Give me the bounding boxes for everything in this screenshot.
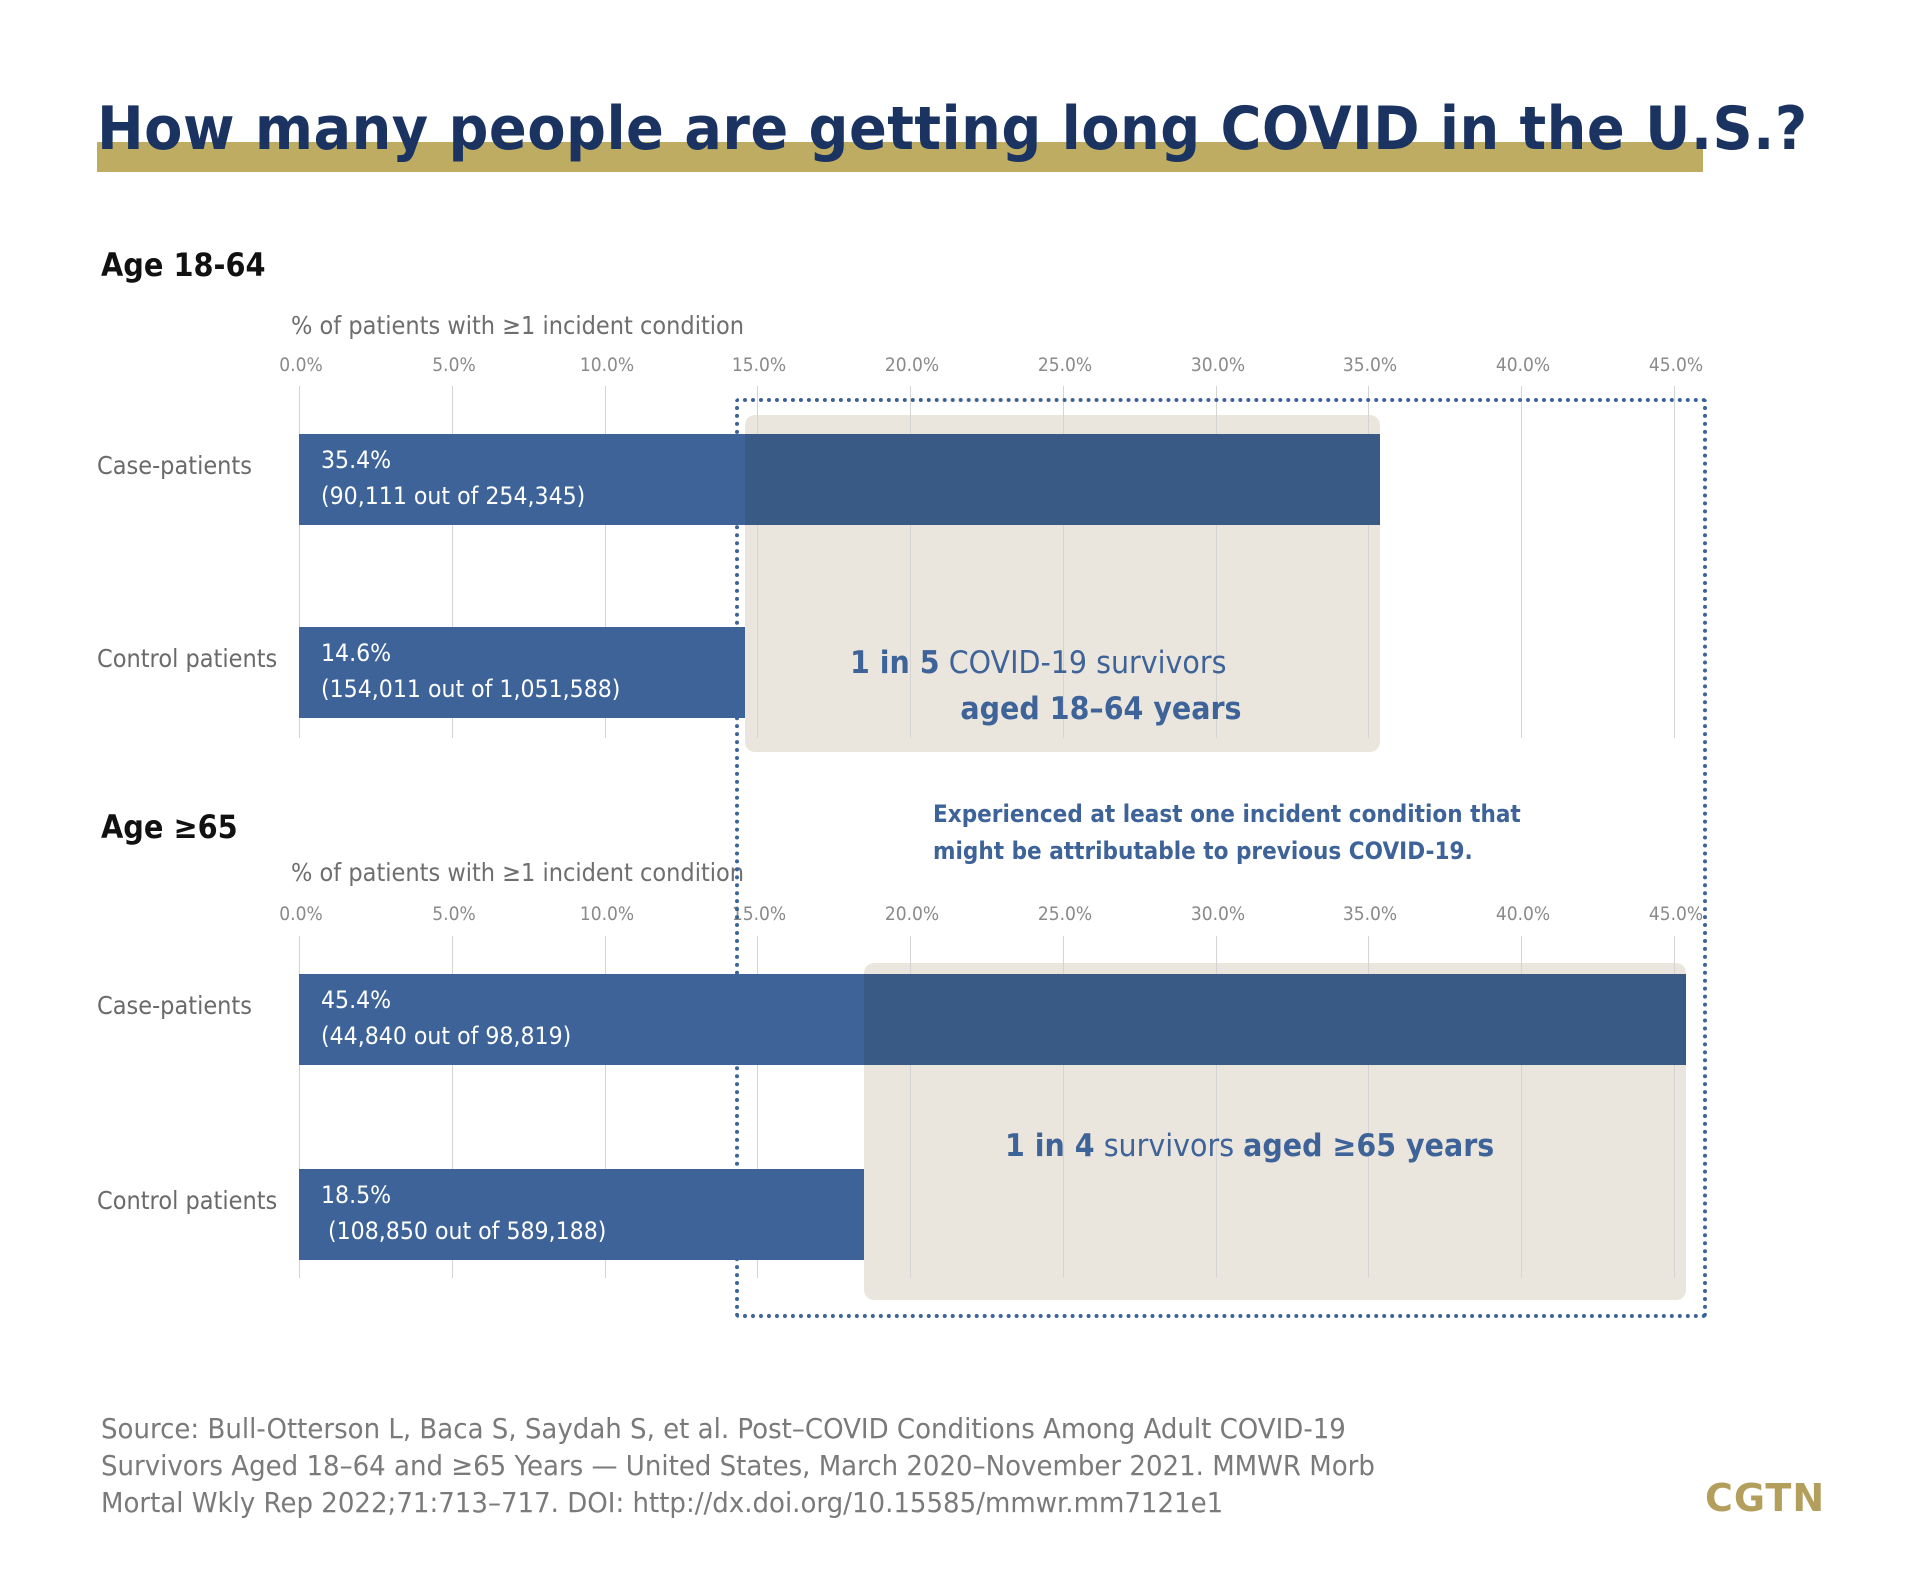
highlight-annotation: 1 in 4 survivors aged ≥65 years	[1005, 1128, 1494, 1164]
gridline	[452, 386, 453, 738]
bar-data-label: 35.4% (90,111 out of 254,345)	[321, 442, 585, 514]
category-label: Control patients	[97, 643, 278, 673]
bar-control-patients	[299, 1169, 865, 1260]
attribution-note: Experienced at least one incident condit…	[933, 796, 1521, 870]
bar-value-label: 45.4%	[321, 986, 392, 1014]
x-tick-label: 40.0%	[1495, 903, 1551, 925]
source-citation: Source: Bull-Otterson L, Baca S, Saydah …	[101, 1410, 1375, 1521]
annotation-ratio: 1 in 4	[1005, 1128, 1095, 1164]
page-title: How many people are getting long COVID i…	[97, 94, 1808, 164]
annotation-ratio: 1 in 5	[850, 645, 940, 681]
bar-data-label: 45.4% (44,840 out of 98,819)	[321, 982, 571, 1054]
x-tick-label: 15.0%	[732, 903, 787, 925]
x-tick-label: 20.0%	[884, 354, 940, 376]
dotted-highlight-frame	[735, 398, 1707, 1318]
note-line: Experienced at least one incident condit…	[933, 800, 1521, 828]
gridline	[299, 386, 300, 738]
category-label: Control patients	[97, 1185, 278, 1215]
x-tick-label: 25.0%	[1037, 903, 1092, 925]
x-tick-label: 0.0%	[279, 354, 323, 376]
bar-count-label: (108,850 out of 589,188)	[321, 1217, 607, 1245]
gridline	[605, 386, 606, 738]
x-tick-label: 30.0%	[1190, 354, 1245, 376]
source-line: Survivors Aged 18–64 and ≥65 Years — Uni…	[101, 1449, 1375, 1482]
annotation-text: COVID-19 survivors	[948, 645, 1227, 681]
x-tick-label: 10.0%	[579, 354, 634, 376]
gridline	[1368, 386, 1369, 738]
section-title: Age 18-64	[101, 246, 266, 284]
bar-value-label: 14.6%	[321, 639, 392, 667]
x-tick-label: 5.0%	[432, 903, 476, 925]
annotation-age-group: aged 18–64 years	[960, 691, 1242, 727]
x-axis-label: % of patients with ≥1 incident condition	[291, 858, 745, 887]
gridline	[1063, 386, 1064, 738]
bar-data-label: 18.5% (108,850 out of 589,188)	[321, 1177, 606, 1249]
gridline	[757, 936, 758, 1278]
bar-overlay-segment	[864, 974, 1686, 1065]
annotation-text: survivors	[1103, 1128, 1235, 1164]
x-tick-label: 35.0%	[1343, 903, 1398, 925]
gridline	[1521, 386, 1522, 738]
gridline	[1216, 936, 1217, 1278]
highlight-annotation: 1 in 5 COVID-19 survivors aged 18–64 year…	[850, 640, 1242, 732]
gridline	[757, 386, 758, 738]
gridline	[910, 936, 911, 1278]
title-underline-band	[97, 142, 1703, 172]
annotation-age-group: aged ≥65 years	[1243, 1128, 1495, 1164]
note-line: might be attributable to previous COVID-…	[933, 837, 1473, 865]
gridline	[1674, 386, 1675, 738]
x-tick-label: 45.0%	[1648, 354, 1703, 376]
x-tick-label: 25.0%	[1037, 354, 1092, 376]
x-tick-label: 45.0%	[1648, 903, 1703, 925]
bar-count-label: (44,840 out of 98,819)	[321, 1022, 572, 1050]
x-tick-label: 5.0%	[432, 354, 476, 376]
x-tick-label: 30.0%	[1190, 903, 1245, 925]
bar-overlay-segment	[745, 434, 1381, 525]
bar-value-label: 18.5%	[321, 1181, 392, 1209]
bar-data-label: 14.6% (154,011 out of 1,051,588)	[321, 635, 620, 707]
gridline	[299, 936, 300, 1278]
bar-count-label: (90,111 out of 254,345)	[321, 482, 586, 510]
bar-count-label: (154,011 out of 1,051,588)	[321, 675, 621, 703]
x-tick-label: 40.0%	[1495, 354, 1551, 376]
gridline	[605, 936, 606, 1278]
cgtn-logo: CGTN	[1705, 1476, 1826, 1520]
title-block: How many people are getting long COVID i…	[97, 92, 1807, 174]
gridline	[1216, 386, 1217, 738]
gridline	[1368, 936, 1369, 1278]
bar-value-label: 35.4%	[321, 446, 392, 474]
section-title: Age ≥65	[101, 808, 238, 846]
gridline	[910, 386, 911, 738]
source-line: Mortal Wkly Rep 2022;71:713–717. DOI: ht…	[101, 1486, 1224, 1519]
x-tick-label: 10.0%	[579, 903, 634, 925]
gridline	[1674, 936, 1675, 1278]
gridline	[1063, 936, 1064, 1278]
gridline	[1521, 936, 1522, 1278]
x-axis-label: % of patients with ≥1 incident condition	[291, 311, 745, 340]
x-tick-label: 20.0%	[884, 903, 940, 925]
x-tick-label: 15.0%	[732, 354, 787, 376]
bar-control-patients	[299, 627, 746, 718]
category-label: Case-patients	[97, 450, 252, 480]
category-label: Case-patients	[97, 990, 252, 1020]
gridline	[452, 936, 453, 1278]
source-line: Source: Bull-Otterson L, Baca S, Saydah …	[101, 1412, 1346, 1445]
x-tick-label: 35.0%	[1343, 354, 1398, 376]
x-tick-label: 0.0%	[279, 903, 323, 925]
